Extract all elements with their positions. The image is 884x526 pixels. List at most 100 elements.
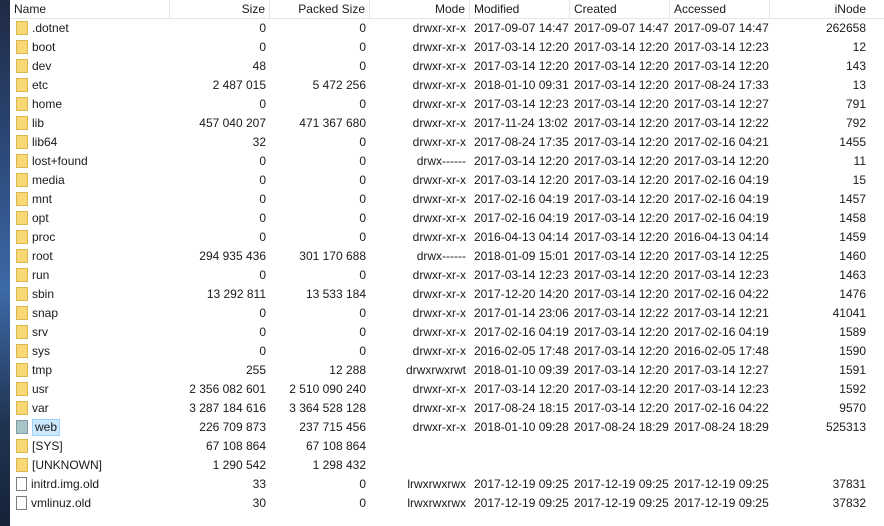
column-header-modified[interactable]: Modified	[470, 0, 570, 18]
name-cell[interactable]: var	[10, 399, 170, 418]
file-list[interactable]: Name Size Packed Size Mode Modified Crea…	[10, 0, 884, 526]
name-cell[interactable]: srv	[10, 323, 170, 342]
table-row[interactable]: web 226 709 873 237 715 456 drwxr-xr-x 2018-…	[10, 418, 884, 437]
name-cell[interactable]: dev	[10, 57, 170, 76]
name-cell[interactable]: initrd.img.old	[10, 475, 170, 494]
table-row[interactable]: [SYS] 67 108 864 67 108 864	[10, 437, 884, 456]
table-row[interactable]: lost+found 0 0 drwx------ 2017-03-14 12:20 20…	[10, 152, 884, 171]
name-cell[interactable]: sys	[10, 342, 170, 361]
table-row[interactable]: dev 48 0 drwxr-xr-x 2017-03-14 12:20 2017-03-…	[10, 57, 884, 76]
table-row[interactable]: lib64 32 0 drwxr-xr-x 2017-08-24 17:35 2017-0…	[10, 133, 884, 152]
table-row[interactable]: root 294 935 436 301 170 688 drwx------ 2018…	[10, 247, 884, 266]
table-row[interactable]: run 0 0 drwxr-xr-x 2017-03-14 12:23 2017-03-1…	[10, 266, 884, 285]
mode-cell	[370, 437, 470, 456]
size-cell: 294 935 436	[199, 249, 266, 263]
name-cell[interactable]: web	[10, 418, 170, 437]
table-row[interactable]: lib 457 040 207 471 367 680 drwxr-xr-x 2017-…	[10, 114, 884, 133]
inode-cell: 15	[852, 173, 866, 187]
modified-cell	[470, 437, 570, 456]
name-cell[interactable]: lib	[10, 114, 170, 133]
accessed-cell: 2017-02-16 04:19	[674, 173, 769, 187]
file-name: [SYS]	[32, 439, 63, 454]
column-header-name[interactable]: Name	[10, 0, 170, 18]
file-name: web	[32, 419, 61, 437]
folder-icon	[16, 210, 28, 225]
column-header-size[interactable]: Size	[170, 0, 270, 18]
table-row[interactable]: boot 0 0 drwxr-xr-x 2017-03-14 12:20 2017-03-…	[10, 38, 884, 57]
name-cell[interactable]: .dotnet	[10, 19, 170, 38]
file-name: opt	[32, 211, 49, 226]
folder-icon	[16, 248, 28, 263]
name-cell[interactable]: boot	[10, 38, 170, 57]
table-row[interactable]: [UNKNOWN] 1 290 542 1 298 432	[10, 456, 884, 475]
size-cell: 32	[252, 135, 266, 149]
mode-cell: drwxr-xr-x	[412, 325, 466, 339]
name-cell[interactable]: snap	[10, 304, 170, 323]
column-header-packed-size[interactable]: Packed Size	[270, 0, 370, 18]
table-row[interactable]: usr 2 356 082 601 2 510 090 240 drwxr-xr-x 2…	[10, 380, 884, 399]
inode-cell: 1463	[839, 268, 866, 282]
name-cell[interactable]: [UNKNOWN]	[10, 456, 170, 475]
folder-icon	[16, 438, 28, 453]
created-cell: 2017-03-14 12:22	[574, 306, 669, 320]
table-row[interactable]: .dotnet 0 0 drwxr-xr-x 2017-09-07 14:47 2017-…	[10, 19, 884, 38]
packed-size-cell: 0	[359, 97, 366, 111]
table-row[interactable]: opt 0 0 drwxr-xr-x 2017-02-16 04:19 2017-03-1…	[10, 209, 884, 228]
column-header-mode[interactable]: Mode	[370, 0, 470, 18]
column-header-accessed[interactable]: Accessed	[670, 0, 770, 18]
packed-size-cell: 301 170 688	[299, 249, 366, 263]
size-cell: 1 290 542	[212, 458, 266, 472]
size-cell: 0	[259, 173, 266, 187]
file-name: srv	[32, 325, 48, 340]
file-name: run	[32, 268, 50, 283]
name-cell[interactable]: lost+found	[10, 152, 170, 171]
inode-cell: 1476	[839, 287, 866, 301]
created-cell	[570, 456, 670, 475]
column-header-created[interactable]: Created	[570, 0, 670, 18]
table-row[interactable]: etc 2 487 015 5 472 256 drwxr-xr-x 2018-01-1…	[10, 76, 884, 95]
packed-size-cell: 0	[359, 230, 366, 244]
created-cell: 2017-03-14 12:20	[574, 116, 669, 130]
table-row[interactable]: sys 0 0 drwxr-xr-x 2016-02-05 17:48 2017-03-1…	[10, 342, 884, 361]
name-cell[interactable]: usr	[10, 380, 170, 399]
name-cell[interactable]: media	[10, 171, 170, 190]
table-row[interactable]: sbin 13 292 811 13 533 184 drwxr-xr-x 2017-1…	[10, 285, 884, 304]
name-cell[interactable]: proc	[10, 228, 170, 247]
name-cell[interactable]: [SYS]	[10, 437, 170, 456]
table-row[interactable]: var 3 287 184 616 3 364 528 128 drwxr-xr-x 2…	[10, 399, 884, 418]
table-row[interactable]: media 0 0 drwxr-xr-x 2017-03-14 12:20 2017-03…	[10, 171, 884, 190]
name-cell[interactable]: home	[10, 95, 170, 114]
table-row[interactable]: snap 0 0 drwxr-xr-x 2017-01-14 23:06 2017-03-…	[10, 304, 884, 323]
modified-cell: 2018-01-10 09:28	[474, 420, 569, 434]
name-cell[interactable]: sbin	[10, 285, 170, 304]
file-name: usr	[32, 382, 49, 397]
size-cell: 0	[259, 97, 266, 111]
name-cell[interactable]: etc	[10, 76, 170, 95]
packed-size-cell: 0	[359, 135, 366, 149]
created-cell: 2017-03-14 12:20	[574, 344, 669, 358]
table-row[interactable]: proc 0 0 drwxr-xr-x 2016-04-13 04:14 2017-03-…	[10, 228, 884, 247]
column-header-inode[interactable]: iNode	[834, 2, 866, 16]
file-icon	[16, 476, 27, 491]
accessed-cell: 2016-02-05 17:48	[674, 344, 769, 358]
inode-cell	[770, 456, 870, 475]
name-cell[interactable]: tmp	[10, 361, 170, 380]
modified-cell: 2017-03-14 12:20	[474, 154, 569, 168]
table-row[interactable]: srv 0 0 drwxr-xr-x 2017-02-16 04:19 2017-03-1…	[10, 323, 884, 342]
table-row[interactable]: mnt 0 0 drwxr-xr-x 2017-02-16 04:19 2017-03-1…	[10, 190, 884, 209]
name-cell[interactable]: root	[10, 247, 170, 266]
table-row[interactable]: tmp 255 12 288 drwxrwxrwt 2018-01-10 09:39 20…	[10, 361, 884, 380]
file-name: [UNKNOWN]	[32, 458, 102, 473]
modified-cell: 2017-12-20 14:20	[474, 287, 569, 301]
size-cell: 2 356 082 601	[189, 382, 266, 396]
table-row[interactable]: home 0 0 drwxr-xr-x 2017-03-14 12:23 2017-03-…	[10, 95, 884, 114]
inode-cell: 9570	[839, 401, 866, 415]
name-cell[interactable]: lib64	[10, 133, 170, 152]
name-cell[interactable]: mnt	[10, 190, 170, 209]
name-cell[interactable]: opt	[10, 209, 170, 228]
name-cell[interactable]: vmlinuz.old	[10, 494, 170, 513]
folder-icon	[16, 400, 28, 415]
table-row[interactable]: vmlinuz.old 30 0 lrwxrwxrwx 2017-12-19 09:25…	[10, 494, 884, 513]
name-cell[interactable]: run	[10, 266, 170, 285]
table-row[interactable]: initrd.img.old 33 0 lrwxrwxrwx 2017-12-19 09…	[10, 475, 884, 494]
